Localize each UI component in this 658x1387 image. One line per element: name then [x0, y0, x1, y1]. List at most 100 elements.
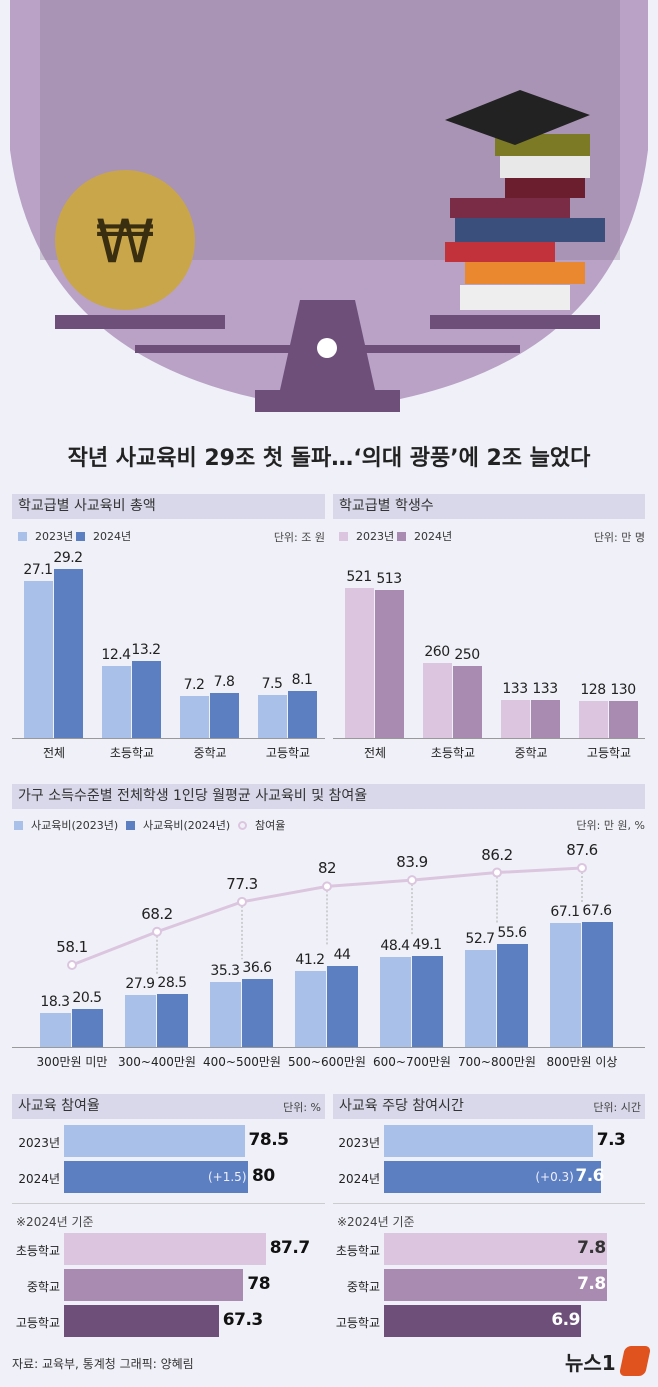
- school-label: 중학교: [26, 1280, 60, 1294]
- data-label: 13.2: [131, 642, 161, 659]
- money-bag-icon: [55, 170, 195, 310]
- news1-logo-mark: [618, 1346, 652, 1376]
- change-label: (+1.5): [208, 1170, 247, 1184]
- legend-label: 참여율: [255, 819, 286, 832]
- change-label: (+0.3): [535, 1170, 574, 1184]
- category-label: 300~400만원: [118, 1055, 196, 1069]
- bar: [40, 1013, 71, 1047]
- bar: [64, 1161, 248, 1193]
- data-label: 20.5: [72, 990, 102, 1007]
- header-illustration: ₩: [0, 0, 658, 420]
- value-label: 7.3: [596, 1130, 626, 1150]
- bar: [465, 949, 496, 1047]
- school-label: 고등학교: [15, 1316, 60, 1330]
- legend-item: 참여율: [238, 817, 285, 833]
- svg-text:₩: ₩: [95, 207, 154, 277]
- data-label: 8.1: [291, 672, 313, 689]
- value-label: 6.9: [551, 1310, 580, 1330]
- bar: [54, 568, 83, 738]
- bar: [423, 663, 452, 738]
- value-label: 7.8: [577, 1274, 606, 1294]
- data-label: 250: [454, 647, 480, 663]
- legend-item: 2024년: [397, 528, 452, 544]
- bar: [412, 956, 443, 1047]
- data-label: 260: [424, 644, 450, 661]
- data-label: 513: [376, 571, 402, 588]
- section-header: 사교육 참여율: [12, 1094, 325, 1119]
- bar: [64, 1233, 266, 1265]
- legend-item: 사교육비(2024년): [126, 817, 230, 833]
- legend-label: 사교육비(2023년): [31, 819, 119, 832]
- bar: [609, 700, 638, 738]
- bar: [501, 699, 530, 738]
- legend-item: 사교육비(2023년): [14, 817, 118, 833]
- legend-swatch: [18, 531, 27, 541]
- line-label: 86.2: [481, 845, 513, 864]
- value-label: 80: [252, 1166, 275, 1186]
- category-label: 800만원 이상: [546, 1055, 618, 1069]
- category-label: 전체: [42, 746, 66, 760]
- category-label: 중학교: [514, 746, 548, 760]
- legend-item: 2023년: [339, 528, 394, 544]
- category-label: 고등학교: [265, 746, 311, 760]
- data-label: 12.4: [101, 647, 131, 664]
- category-label: 고등학교: [586, 746, 632, 760]
- bar: [102, 666, 131, 738]
- legend-label: 2023년: [35, 530, 74, 543]
- bar: [327, 965, 358, 1047]
- data-label: 28.5: [157, 975, 187, 992]
- data-label: 27.9: [125, 976, 155, 993]
- legend-swatch: [76, 531, 85, 541]
- bar: [295, 970, 326, 1047]
- page-title: 작년 사교육비 29조 첫 돌파…‘의대 광풍’에 2조 늘었다: [67, 446, 591, 471]
- unit-label: 단위: %: [283, 1101, 321, 1114]
- bar: [157, 994, 188, 1047]
- divider: [12, 1203, 325, 1204]
- category-label: 중학교: [193, 746, 227, 760]
- value-label: 78: [247, 1274, 271, 1294]
- category-label: 초등학교: [109, 746, 155, 760]
- legend-item: 2024년: [76, 528, 131, 544]
- data-label: 67.6: [582, 902, 612, 919]
- section-header: 학교급별 사교육비 총액: [12, 494, 325, 519]
- legend-swatch: [339, 531, 348, 541]
- unit-label: 단위: 조 원: [273, 531, 325, 544]
- data-label: 133: [532, 680, 558, 697]
- line-label: 58.1: [56, 938, 88, 956]
- data-label: 27.1: [23, 561, 53, 578]
- line-label: 87.6: [566, 840, 598, 859]
- bar: [64, 1125, 245, 1157]
- bar: [210, 692, 239, 738]
- category-label: 400~500만원: [203, 1055, 281, 1069]
- line-point: [322, 881, 332, 892]
- data-label: 7.8: [213, 673, 235, 690]
- category-label: 600~700만원: [373, 1055, 451, 1069]
- year-label: 2024년: [338, 1172, 380, 1186]
- bar: [24, 580, 53, 738]
- section-header: 사교육 주당 참여시간: [333, 1094, 645, 1119]
- legend-swatch: [126, 820, 135, 830]
- school-label: 초등학교: [15, 1244, 60, 1258]
- data-label: 18.3: [40, 994, 70, 1011]
- line-point: [577, 862, 587, 873]
- bar: [384, 1125, 593, 1157]
- bar: [288, 691, 317, 738]
- bar: [384, 1305, 582, 1337]
- unit-label: 단위: 만 명: [593, 531, 645, 544]
- bar: [345, 587, 374, 738]
- value-label: 7.6: [575, 1166, 604, 1186]
- source-credit: 자료: 교육부, 통계청 그래픽: 양혜림: [12, 1357, 194, 1371]
- unit-label: 단위: 시간: [593, 1101, 641, 1114]
- bar: [384, 1269, 608, 1301]
- category-label: 300만원 미만: [36, 1055, 108, 1069]
- bar: [72, 1009, 103, 1047]
- legend-label: 2024년: [414, 530, 453, 543]
- data-label: 130: [610, 681, 636, 698]
- bar: [242, 979, 273, 1047]
- year-label: 2023년: [18, 1136, 60, 1150]
- data-label: 44: [333, 946, 351, 963]
- school-label: 초등학교: [335, 1244, 380, 1258]
- year-label: 2023년: [338, 1136, 380, 1150]
- data-label: 521: [346, 568, 372, 585]
- category-label: 초등학교: [430, 746, 476, 760]
